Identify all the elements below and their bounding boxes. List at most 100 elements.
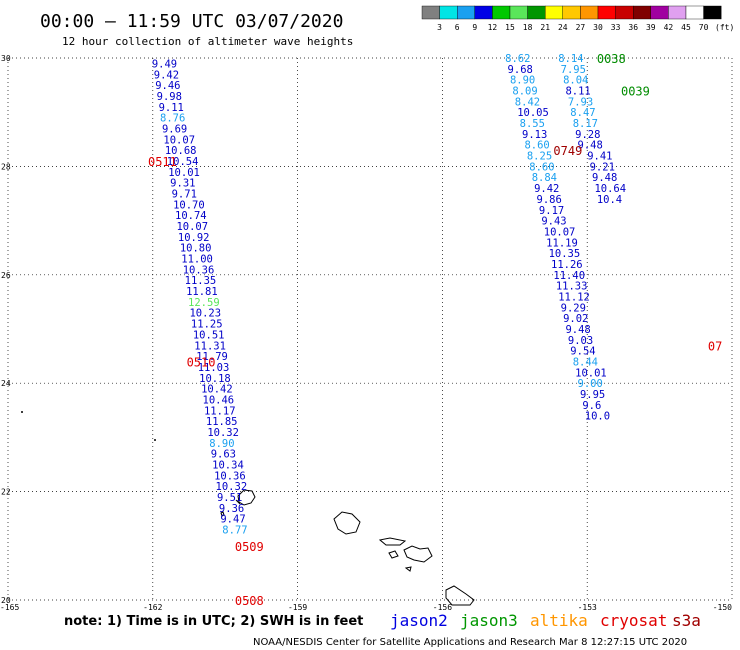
colorbar-tick-label: 21 [540,23,550,32]
footer-credit: NOAA/NESDIS Center for Satellite Applica… [253,637,687,648]
colorbar-swatch [439,5,458,20]
lon-tick-label: -159 [288,603,307,612]
colorbar-swatch [527,5,546,20]
time-label: 0749 [553,144,582,158]
wave-height-label: 9.46 [155,80,180,92]
island-molokai [378,537,407,546]
wave-height-label: 9.48 [565,324,590,336]
wave-height-label: 11.79 [196,351,228,363]
lon-tick-label: -156 [433,603,452,612]
wave-height-label: 11.17 [204,405,236,417]
colorbar-tick-label: 15 [505,23,515,32]
wave-height-label: 10.51 [193,329,225,341]
time-label: 0511 [148,155,177,169]
track-labels: 9.499.429.469.989.118.769.6910.0710.6810… [152,53,626,537]
wave-height-label: 10.36 [214,470,246,482]
wave-height-label: 10.35 [549,248,581,260]
colorbar-tick-label: 18 [523,23,533,32]
colorbar-swatch [633,5,652,20]
colorbar-tick-label: 45 [681,23,691,32]
isolated-dot [154,439,156,441]
colorbar-swatch [615,5,634,20]
wave-height-label: 9.86 [537,194,562,206]
colorbar-swatch [457,5,476,20]
time-label: 0510 [187,356,216,370]
legend-item-s3a: s3a [672,611,701,630]
wave-height-label: 9.47 [220,514,245,526]
wave-height-label: 8.90 [209,438,234,450]
island-oahu [333,511,361,535]
wave-height-label: 9.71 [172,189,197,201]
wave-height-label: 10.54 [167,156,199,168]
wave-height-label: 11.26 [551,259,583,271]
wave-height-label: 10.80 [180,243,212,255]
wave-height-label: 9.41 [587,151,612,163]
colorbar-swatch [650,5,669,20]
colorbar-swatch [703,5,722,20]
wave-height-label: 10.42 [201,384,233,396]
lon-tick-label: -153 [578,603,597,612]
time-labels: 0511 0510 0509 0508 0749 0038 0039 07 [148,52,722,608]
colorbar-swatch [597,5,616,20]
wave-height-label: 12.59 [188,297,220,309]
colorbar-swatch [668,5,687,20]
wave-height-label: 10.07 [176,221,208,233]
island-niihau [220,511,225,517]
wave-height-label: 10.18 [199,373,231,385]
map-title: 00:00 – 11:59 UTC 03/07/2020 [40,11,343,32]
wave-height-label: 11.35 [185,275,217,287]
wave-height-label: 9.51 [217,492,242,504]
wave-height-label: 9.63 [211,449,236,461]
wave-height-label: 8.14 [558,53,583,65]
wave-height-label: 11.12 [558,291,590,303]
wave-height-label: 9.95 [580,389,605,401]
wave-height-label: 8.42 [515,96,540,108]
wave-height-label: 8.17 [573,118,598,130]
colorbar-tick-label: 9 [472,23,477,32]
wave-height-label: 9.28 [575,129,600,141]
map-subtitle: 12 hour collection of altimeter wave hei… [62,35,353,48]
coastline [220,489,475,606]
wave-height-label: 11.03 [198,362,230,374]
colorbar-tick-label: 36 [628,23,638,32]
wave-height-label: 9.49 [152,58,177,70]
map-grid [7,57,733,601]
colorbar-tick-label: 30 [593,23,603,32]
time-label: 0039 [621,85,650,99]
wave-height-label: 10.07 [163,134,195,146]
lat-tick-label: 24 [1,379,11,388]
colorbar-swatch [562,5,581,20]
wave-height-label: 10.01 [575,367,607,379]
satellite-legend: jason2 jason3 altika cryosat s3a [390,611,701,630]
wave-height-label: 9.11 [159,102,184,114]
lat-tick-label: 30 [1,54,11,63]
wave-height-label: 7.95 [561,64,586,76]
wave-height-label: 9.29 [561,302,586,314]
wave-height-label: 10.01 [168,167,200,179]
wave-height-label: 10.0 [585,411,610,423]
wave-height-label: 9.17 [539,205,564,217]
wave-height-label: 11.00 [181,254,213,266]
colorbar-unit: (ft) [715,23,734,32]
colorbar-tick-label: 42 [664,23,674,32]
colorbar-swatch [492,5,511,20]
wave-height-label: 9.48 [592,172,617,184]
isolated-dot [21,411,23,413]
wave-height-label: 9.36 [219,503,244,515]
wave-height-label: 8.11 [565,86,590,98]
lat-tick-label: 28 [1,162,11,171]
map-axes: 30 28 26 24 22 20-165 -162 -159 -156 -153 -150 [0,54,732,612]
wave-height-label: 9.48 [578,140,603,152]
wave-height-label: 9.98 [157,91,182,103]
wave-height-label: 10.4 [597,194,622,206]
lon-tick-label: -165 [0,603,19,612]
wave-height-label: 8.90 [510,75,535,87]
colorbar-tick-label: 3 [437,23,442,32]
wave-height-label: 11.81 [186,286,218,298]
wave-height-label: 8.55 [520,118,545,130]
wave-height-label: 10.23 [189,308,221,320]
colorbar-tick-label: 33 [611,23,621,32]
wave-height-label: 9.69 [162,123,187,135]
time-label: 0038 [597,52,626,66]
